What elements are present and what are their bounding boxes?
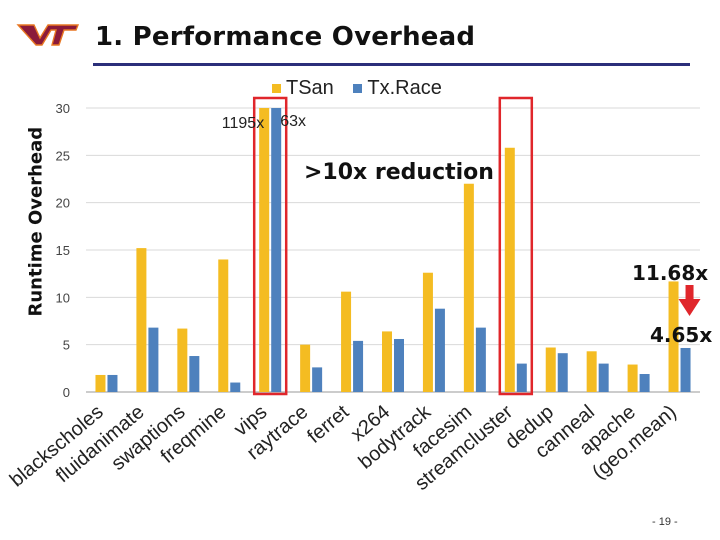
- bar-tsan-dedup: [545, 347, 556, 392]
- bar-tsan-streamcluster: [504, 147, 515, 392]
- chart-legend: TSan Tx.Race: [272, 76, 456, 100]
- bar-txrace-raytrace: [312, 367, 323, 392]
- bar-txrace-bodytrack: [434, 308, 445, 392]
- txrace-overflow-label: 63x: [280, 113, 306, 130]
- highlight-box-vips: [252, 96, 288, 396]
- highlight-box-streamcluster: [498, 96, 534, 396]
- bar-txrace-facesim: [475, 327, 486, 392]
- y-tick-label: 30: [56, 101, 70, 116]
- bar-txrace-dedup: [557, 353, 568, 392]
- x-tick-label: ferret: [303, 401, 353, 448]
- legend-label-txrace: Tx.Race: [367, 77, 442, 99]
- legend-swatch-txrace: [353, 84, 363, 93]
- bar-tsan-fluidanimate: [136, 248, 147, 392]
- vt-logo: [16, 24, 80, 46]
- bar-txrace-apache: [639, 374, 650, 392]
- legend-label-tsan: TSan: [286, 77, 334, 99]
- bar-tsan-swaptions: [177, 328, 188, 392]
- legend-swatch-tsan: [272, 84, 281, 93]
- y-tick-label: 5: [63, 338, 70, 353]
- mean-txrace-label: 4.65x: [650, 323, 713, 347]
- bar-tsan-(geo.mean): [668, 281, 679, 392]
- y-tick-label: 20: [56, 196, 70, 211]
- bar-tsan-canneal: [586, 351, 597, 392]
- bar-txrace-ferret: [353, 340, 364, 392]
- y-tick-label: 15: [56, 243, 70, 258]
- bar-tsan-freqmine: [218, 259, 229, 392]
- bar-txrace-fluidanimate: [148, 327, 159, 392]
- bar-txrace-blackscholes: [107, 374, 118, 392]
- bar-tsan-x264: [382, 331, 392, 392]
- bar-tsan-vips: [259, 108, 270, 392]
- bar-tsan-ferret: [341, 291, 352, 392]
- y-tick-label: 25: [56, 148, 70, 163]
- bar-tsan-facesim: [463, 183, 474, 392]
- bar-txrace-streamcluster: [516, 363, 527, 392]
- bar-tsan-raytrace: [300, 344, 311, 392]
- y-tick-label: 10: [56, 290, 70, 305]
- bar-txrace-(geo.mean): [680, 347, 691, 392]
- bar-txrace-freqmine: [230, 382, 241, 392]
- legend-item-tsan: TSan: [272, 77, 334, 100]
- reduction-arrow-head: [678, 299, 701, 316]
- bar-txrace-swaptions: [189, 356, 200, 392]
- page-number: - 19 -: [652, 516, 678, 528]
- mean-tsan-label: 11.68x: [632, 261, 709, 285]
- tsan-overflow-label: 1195x: [222, 115, 264, 132]
- y-tick-label: 0: [63, 385, 70, 400]
- bar-tsan-bodytrack: [422, 272, 433, 392]
- bar-tsan-blackscholes: [95, 374, 106, 392]
- title-rule: [93, 63, 690, 66]
- bar-txrace-canneal: [598, 363, 609, 392]
- bar-txrace-vips: [271, 108, 282, 392]
- slide-title: 1. Performance Overhead: [95, 22, 476, 52]
- reduction-callout: >10x reduction: [304, 160, 494, 185]
- bar-txrace-x264: [394, 338, 404, 392]
- legend-item-txrace: Tx.Race: [353, 77, 442, 100]
- bar-tsan-apache: [627, 364, 638, 392]
- reduction-arrow-shaft: [685, 285, 694, 300]
